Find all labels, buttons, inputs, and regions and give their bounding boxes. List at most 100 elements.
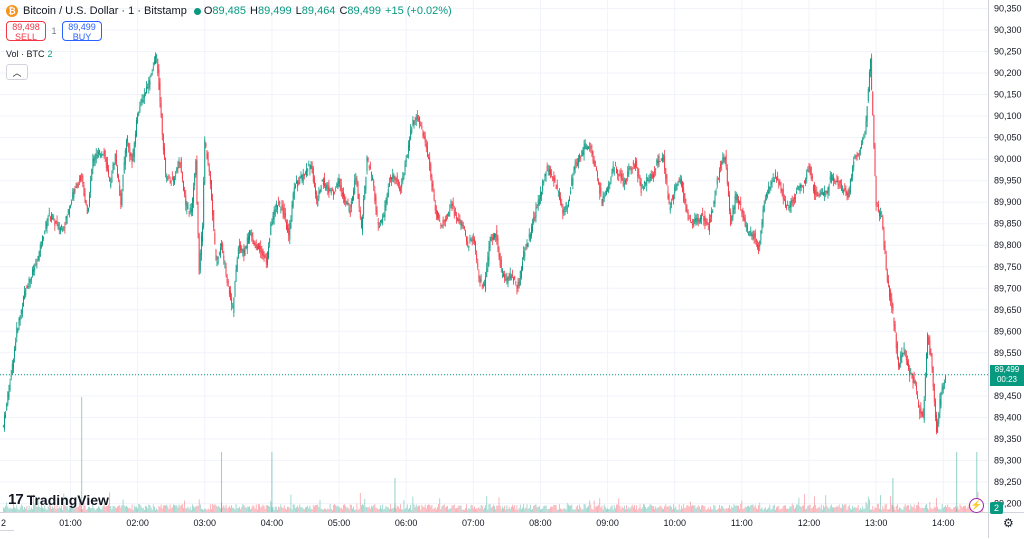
volume-bar bbox=[503, 508, 504, 512]
volume-bar bbox=[603, 504, 605, 512]
volume-bar bbox=[832, 507, 833, 512]
volume-bar bbox=[380, 505, 381, 512]
candle-body bbox=[354, 180, 356, 194]
candle-body bbox=[30, 276, 32, 281]
candle-body bbox=[349, 210, 351, 215]
volume-bar bbox=[780, 508, 782, 512]
volume-bar bbox=[900, 508, 902, 512]
sell-button[interactable]: 89,498 SELL bbox=[6, 21, 46, 42]
volume-bar bbox=[688, 506, 690, 512]
volume-bar bbox=[148, 504, 150, 512]
tradingview-logo[interactable]: 17 TradingView bbox=[8, 491, 109, 508]
volume-bar bbox=[636, 505, 638, 512]
volume-bar bbox=[146, 506, 147, 512]
volume-bar bbox=[620, 508, 622, 512]
candle-body bbox=[157, 59, 159, 74]
volume-bar bbox=[724, 509, 726, 512]
volume-bar bbox=[506, 505, 508, 512]
volume-bar bbox=[449, 508, 451, 512]
candle-body bbox=[580, 157, 582, 159]
volume-bar bbox=[866, 504, 868, 512]
volume-bar bbox=[911, 506, 913, 512]
candle-body bbox=[894, 324, 896, 332]
volume-bar bbox=[703, 505, 705, 512]
candle-body bbox=[797, 186, 799, 190]
buy-button[interactable]: 89,499 BUY bbox=[62, 21, 102, 42]
volume-bar bbox=[601, 505, 603, 512]
volume-bar bbox=[89, 507, 90, 512]
candle-body bbox=[51, 214, 52, 221]
candle-body bbox=[111, 175, 113, 183]
candle-body bbox=[504, 274, 506, 279]
volume-bar bbox=[457, 507, 459, 512]
volume-bar bbox=[841, 508, 842, 512]
volume-bar bbox=[681, 505, 682, 512]
candle-body bbox=[284, 212, 286, 218]
y-tick-label: 89,900 bbox=[994, 197, 1022, 207]
candle-body bbox=[835, 181, 837, 182]
volume-bar bbox=[234, 509, 236, 512]
volume-bar bbox=[446, 506, 447, 512]
candle-body bbox=[58, 227, 60, 230]
close-value: 89,499 bbox=[347, 5, 382, 17]
volume-bar bbox=[331, 509, 333, 512]
candle-body bbox=[617, 169, 619, 175]
volume-legend[interactable]: Vol · BTC 2 bbox=[6, 49, 53, 59]
volume-bar bbox=[437, 507, 438, 512]
gear-icon[interactable]: ⚙ bbox=[1003, 516, 1014, 530]
volume-bar bbox=[769, 504, 771, 512]
volume-bar bbox=[877, 503, 879, 512]
candle-body bbox=[807, 170, 809, 172]
candle-body bbox=[537, 200, 539, 207]
volume-bar bbox=[478, 507, 480, 512]
volume-bar bbox=[892, 504, 894, 512]
candle-body bbox=[755, 239, 757, 243]
lightning-icon[interactable]: ⚡ bbox=[969, 498, 984, 513]
volume-bar bbox=[30, 507, 32, 512]
candle-body bbox=[857, 153, 859, 156]
candle-body bbox=[783, 199, 785, 201]
candle-body bbox=[746, 225, 748, 231]
volume-bar bbox=[943, 506, 945, 512]
volume-bar bbox=[514, 505, 516, 512]
candle-body bbox=[151, 73, 153, 75]
candle-body bbox=[619, 172, 621, 174]
volume-bar bbox=[631, 504, 633, 512]
symbol-title[interactable]: Bitcoin / U.S. Dollar · 1 · Bitstamp bbox=[23, 5, 187, 17]
candle-body bbox=[560, 197, 562, 203]
volume-bar bbox=[428, 504, 429, 512]
candle-body bbox=[397, 179, 399, 187]
volume-bar bbox=[252, 505, 254, 512]
candle-body bbox=[402, 176, 404, 182]
candle-body bbox=[731, 215, 733, 222]
volume-bar bbox=[517, 509, 519, 512]
volume-bar bbox=[962, 506, 964, 512]
candle-body bbox=[583, 145, 585, 155]
volume-bar bbox=[740, 503, 742, 512]
collapse-button[interactable]: ︿ bbox=[6, 64, 28, 80]
volume-bar bbox=[874, 507, 876, 512]
volume-bar bbox=[244, 506, 246, 512]
volume-bar bbox=[86, 508, 88, 512]
candle-body bbox=[57, 223, 59, 229]
candle-body bbox=[70, 205, 71, 208]
candle-body bbox=[2, 425, 4, 427]
volume-bar bbox=[212, 504, 213, 512]
volume-bar bbox=[551, 506, 553, 512]
candle-body bbox=[704, 215, 706, 224]
candle-body bbox=[789, 203, 791, 207]
volume-bar bbox=[721, 505, 723, 512]
candle-body bbox=[939, 399, 941, 413]
candle-body bbox=[660, 158, 662, 161]
volume-bar bbox=[852, 506, 854, 512]
candle-body bbox=[411, 127, 413, 133]
volume-bar bbox=[863, 508, 865, 512]
candle-body bbox=[636, 160, 638, 168]
volume-bar bbox=[908, 505, 909, 512]
volume-bar bbox=[286, 509, 287, 512]
volume-bar bbox=[139, 504, 141, 512]
volume-bar bbox=[284, 508, 286, 512]
volume-bar bbox=[843, 505, 845, 512]
candle-body bbox=[563, 210, 565, 212]
